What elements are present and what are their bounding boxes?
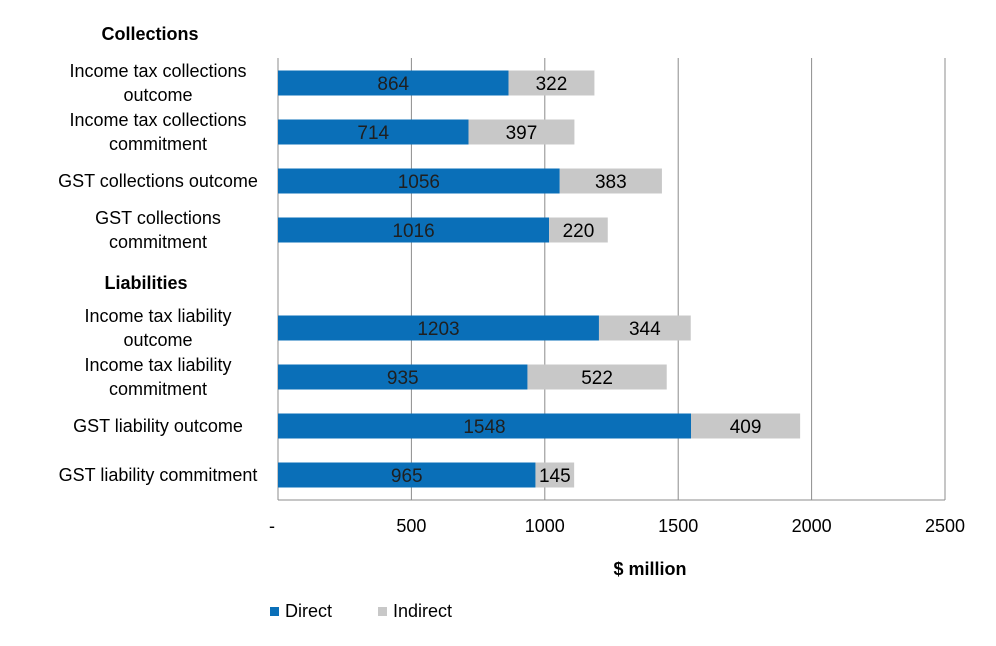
x-tick-label: 1500 <box>658 516 698 536</box>
bar-indirect <box>468 119 575 145</box>
bar-direct <box>278 413 692 439</box>
bar-indirect <box>527 364 667 390</box>
data-label-indirect: 383 <box>595 172 627 193</box>
bar-direct <box>278 70 509 96</box>
bar-direct <box>278 462 536 488</box>
bar-indirect <box>598 315 691 341</box>
data-label-direct: 1016 <box>392 221 434 242</box>
data-label-indirect: 397 <box>506 123 538 144</box>
bar-indirect <box>508 70 595 96</box>
bar-indirect <box>559 168 662 194</box>
data-label-indirect: 322 <box>536 74 568 95</box>
legend-item-direct: Direct <box>270 601 332 622</box>
data-label-indirect: 522 <box>581 368 613 389</box>
category-label: GST collections outcome <box>58 171 258 191</box>
category-label: Income tax collections outcome <box>69 61 246 105</box>
legend-swatch-direct <box>270 607 279 616</box>
legend: Direct Indirect <box>270 601 452 622</box>
legend-label-indirect: Indirect <box>393 601 453 621</box>
legend-item-indirect: Indirect <box>378 601 452 622</box>
bar-indirect <box>535 462 575 488</box>
bar-indirect <box>549 217 608 243</box>
x-tick-label: - <box>269 516 275 536</box>
legend-swatch-indirect <box>378 607 388 616</box>
x-tick-label: 2500 <box>925 516 965 536</box>
data-label-direct: 935 <box>387 368 419 389</box>
category-label: GST liability outcome <box>73 416 243 436</box>
data-label-direct: 965 <box>391 466 423 487</box>
bar-direct <box>278 168 560 194</box>
x-tick-label: 500 <box>396 516 426 536</box>
legend-label-direct: Direct <box>285 601 333 621</box>
bar-direct <box>278 364 528 390</box>
data-label-direct: 714 <box>357 123 389 144</box>
data-label-direct: 864 <box>377 74 409 95</box>
data-label-indirect: 220 <box>563 221 595 242</box>
category-label: Income tax liability commitment <box>84 355 231 399</box>
category-label: GST liability commitment <box>59 465 258 485</box>
category-label: GST collections commitment <box>95 208 221 252</box>
category-label: Income tax collections commitment <box>69 110 246 154</box>
category-label: Income tax liability outcome <box>84 306 231 350</box>
data-label-direct: 1548 <box>463 417 505 438</box>
data-label-direct: 1056 <box>398 172 440 193</box>
x-axis-title: $ million <box>613 559 686 579</box>
bar-indirect <box>691 413 801 439</box>
x-tick-label: 2000 <box>792 516 832 536</box>
data-label-direct: 1203 <box>417 319 459 340</box>
data-label-indirect: 344 <box>629 319 661 340</box>
group-heading-collections: Collections <box>101 24 198 44</box>
bar-direct <box>278 217 550 243</box>
bar-direct <box>278 315 599 341</box>
x-tick-label: 1000 <box>525 516 565 536</box>
group-heading-liabilities: Liabilities <box>104 273 187 293</box>
data-label-indirect: 145 <box>539 466 571 487</box>
data-label-indirect: 409 <box>730 417 762 438</box>
bar-direct <box>278 119 469 145</box>
